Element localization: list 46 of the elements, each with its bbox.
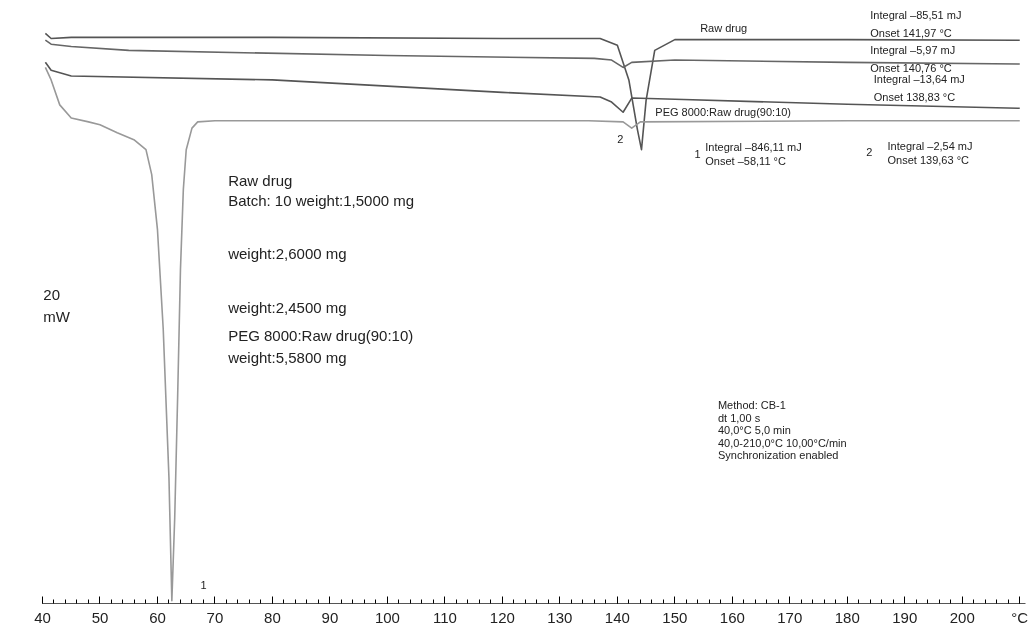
x-tick-label: 200 — [949, 608, 975, 626]
annotation: 20 mW — [43, 286, 71, 326]
x-tick-label: 50 — [91, 608, 109, 626]
annotation: 2 — [866, 145, 873, 158]
x-tick-label: 70 — [206, 608, 224, 626]
x-tick-label: 130 — [547, 608, 573, 626]
annotation: 40,0°C 5,0 min — [717, 424, 791, 437]
x-tick-label: 90 — [321, 608, 339, 626]
annotation: PEG 8000:Raw drug(90:10) — [228, 326, 414, 344]
annotation: 40,0-210,0°C 10,00°C/min — [717, 436, 847, 449]
annotation: Integral –2,54 mJ — [887, 139, 973, 152]
x-tick-label: 100 — [374, 608, 400, 626]
annotation: weight:2,4500 mg — [227, 299, 347, 317]
x-tick-label: 120 — [489, 608, 515, 626]
x-tick-label: 40 — [34, 608, 51, 626]
x-tick-label: 140 — [604, 608, 630, 626]
annotation: Method: CB-1 — [717, 398, 786, 411]
series-label: Raw drug — [700, 22, 748, 35]
x-tick-label: 160 — [719, 608, 745, 626]
x-tick-label: 150 — [662, 608, 688, 626]
annotation: Integral –13,64 mJ — [873, 73, 965, 86]
x-tick-label: 190 — [892, 608, 918, 626]
annotation: weight:2,6000 mg — [227, 245, 347, 262]
annotation: Integral –846,11 mJ — [705, 140, 802, 153]
x-tick-label: 60 — [149, 608, 166, 626]
x-tick-label: 110 — [432, 608, 457, 626]
annotation: Raw drug — [228, 172, 293, 190]
annotation: 1 — [200, 578, 207, 591]
annotation: Onset 141,97 °C — [870, 27, 952, 40]
annotation: Integral –5,97 mJ — [870, 44, 956, 57]
annotation: Onset 140,76 °C — [870, 62, 952, 74]
annotation: 1 — [694, 147, 701, 160]
annotation: 2 — [617, 132, 624, 145]
annotation: Onset 138,83 °C — [873, 90, 956, 103]
annotation: Onset 139,63 °C — [887, 153, 970, 166]
annotation: Batch: 10 weight:1,5000 mg — [228, 192, 415, 210]
annotation: dt 1,00 s — [717, 412, 761, 425]
series-label: PEG 8000:Raw drug(90:10) — [655, 106, 792, 119]
text: Integral –85,51 mJ — [870, 8, 962, 21]
x-tick-label: 80 — [264, 608, 281, 626]
x-tick-label: 180 — [834, 608, 860, 626]
annotation: Synchronization enabled — [717, 449, 839, 462]
annotation: Onset –58,11 °C — [705, 155, 786, 168]
annotation: weight:5,5800 mg — [227, 349, 347, 367]
x-tick-label: °C — [1011, 608, 1029, 626]
x-tick-label: 170 — [777, 608, 803, 626]
